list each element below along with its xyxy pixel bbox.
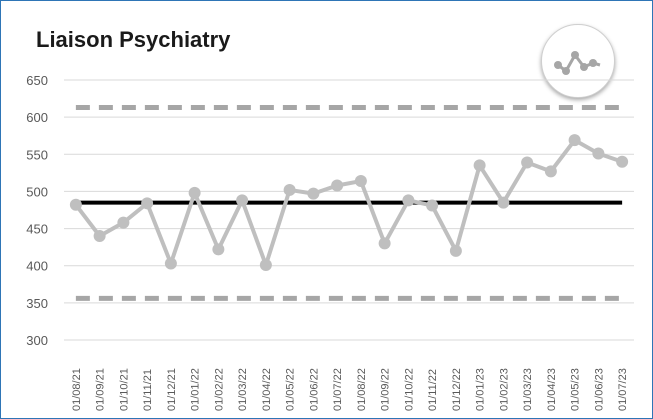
- y-tick-label: 300: [26, 333, 48, 348]
- x-tick-label: 01/10/22: [403, 368, 415, 411]
- data-point: [164, 257, 177, 270]
- x-tick-label: 01/09/21: [95, 368, 107, 411]
- x-tick-label: 01/06/23: [593, 368, 605, 411]
- data-point: [331, 179, 344, 192]
- y-tick-label: 650: [26, 73, 48, 88]
- x-tick-label: 01/01/22: [190, 368, 202, 411]
- data-point: [521, 156, 534, 169]
- data-point: [69, 198, 82, 211]
- data-point: [592, 147, 605, 160]
- data-point: [283, 183, 296, 196]
- data-point: [449, 244, 462, 257]
- x-tick-label: 01/01/23: [475, 368, 487, 411]
- spc-variation-icon: [541, 24, 615, 98]
- x-tick-label: 01/06/22: [308, 368, 320, 411]
- x-tick-label: 01/11/21: [142, 369, 154, 411]
- x-tick-label: 01/12/22: [451, 368, 463, 411]
- data-point: [93, 230, 106, 242]
- x-tick-label: 01/10/21: [118, 368, 130, 411]
- data-point: [354, 175, 367, 188]
- x-tick-label: 01/07/23: [617, 368, 629, 411]
- data-point: [117, 216, 130, 229]
- data-point: [188, 186, 201, 199]
- data-point: [378, 237, 391, 250]
- y-tick-label: 600: [26, 110, 48, 125]
- x-tick-label: 01/02/23: [498, 368, 510, 411]
- data-point: [497, 196, 510, 209]
- data-point: [473, 159, 486, 172]
- y-tick-label: 350: [26, 296, 48, 311]
- x-tick-label: 01/09/22: [380, 368, 392, 411]
- data-point: [236, 194, 249, 207]
- x-tick-label: 01/08/22: [356, 368, 368, 411]
- data-point: [402, 194, 415, 207]
- x-tick-label: 01/11/22: [427, 369, 439, 411]
- data-point: [544, 165, 557, 178]
- data-point: [426, 199, 439, 212]
- data-point: [212, 243, 225, 256]
- x-tick-label: 01/03/22: [237, 368, 249, 411]
- y-tick-label: 500: [26, 184, 48, 199]
- x-tick-label: 01/12/21: [166, 368, 178, 411]
- x-tick-label: 01/05/22: [285, 368, 297, 411]
- data-point: [259, 258, 272, 271]
- data-point: [307, 187, 320, 200]
- x-tick-label: 01/05/23: [570, 368, 582, 411]
- chart-title: Liaison Psychiatry: [36, 27, 231, 52]
- x-tick-label: 01/04/22: [261, 368, 273, 411]
- y-tick-label: 450: [26, 222, 48, 237]
- data-point: [616, 155, 629, 168]
- data-point: [141, 197, 154, 210]
- data-point: [568, 134, 581, 147]
- x-tick-label: 01/03/23: [522, 368, 534, 411]
- x-tick-label: 01/08/21: [71, 368, 83, 411]
- x-tick-label: 01/02/22: [213, 368, 225, 411]
- x-tick-label: 01/04/23: [546, 368, 558, 411]
- y-tick-label: 400: [26, 259, 48, 274]
- y-tick-label: 550: [26, 147, 48, 162]
- x-tick-label: 01/07/22: [332, 368, 344, 411]
